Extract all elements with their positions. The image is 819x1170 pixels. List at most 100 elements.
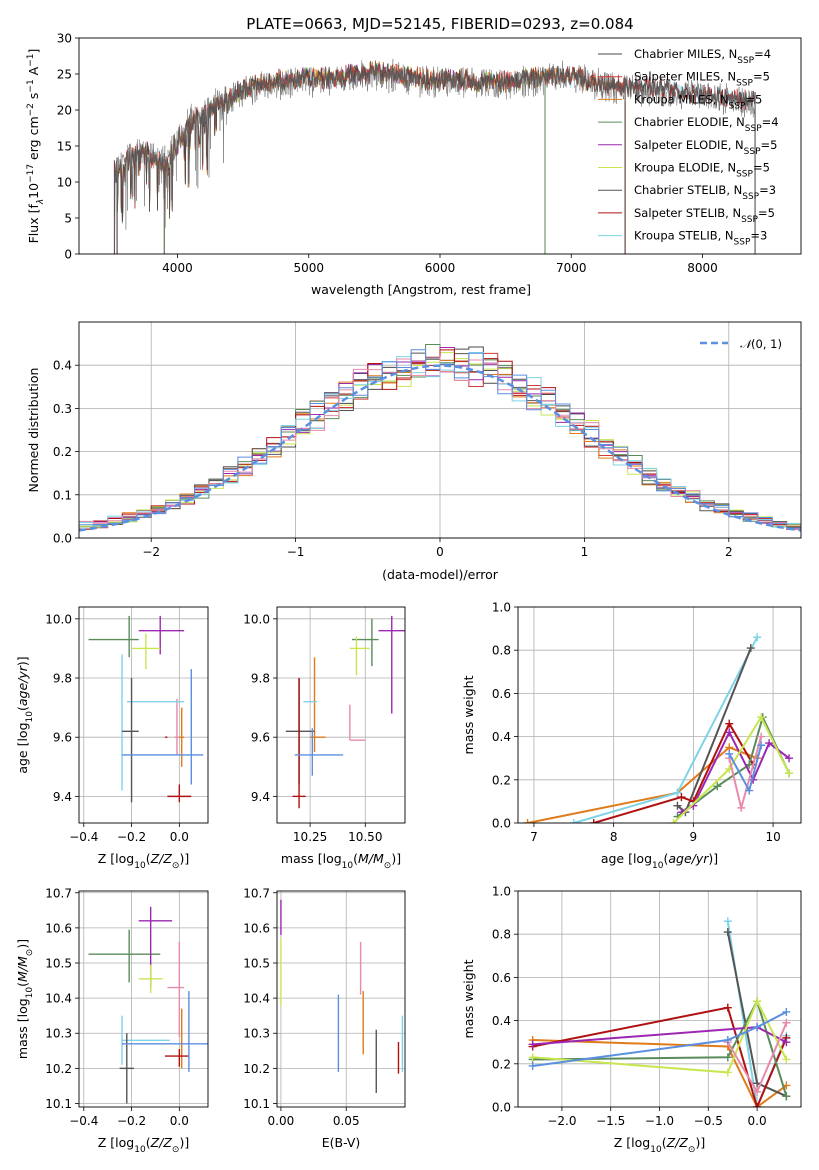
legend-label-part: =3 [759,183,776,197]
y-tick-label: 20 [57,104,72,118]
weight-marker [765,739,774,748]
y-axis-label-part: 10 [25,711,35,723]
weight-marker [589,819,598,823]
y-axis-label-part: −17 [26,164,36,183]
x-axis-label: Z [log10(Z/Z⊙)] [98,851,189,871]
y-tick-label: 10.2 [45,1062,72,1076]
x-tick-label: −0.5 [694,1114,723,1128]
legend-label: Chabrier MILES, NSSP=4 [634,47,771,66]
x-tick-label: 4000 [162,261,193,275]
y-axis-label-part: )] [15,939,30,949]
x-tick-label: 8 [610,830,618,844]
legend-label-part: SSP [737,56,754,66]
weight-series-line [532,998,788,1097]
legend-label-part: Salpeter STELIB, N [634,206,741,220]
x-tick-label: 7000 [556,261,587,275]
x-axis-label-part: Z/Z [150,851,173,866]
y-axis-label-part: −2 [26,103,36,116]
y-tick-label: 15 [57,140,72,154]
x-axis-label-part: )] [179,851,189,866]
y-tick-label: 0.2 [53,445,72,459]
y-axis-label-part: −1 [26,54,36,67]
legend-label: Chabrier ELODIE, NSSP=4 [634,115,779,134]
y-axis-label-part: Flux [f [26,204,41,244]
weight-marker [753,997,762,1006]
y-axis-label: mass weight [461,675,476,754]
x-axis-label-part: ⊙ [172,861,180,871]
x-axis-label: (data-model)/error [382,567,499,582]
y-tick-label: 0.2 [492,1057,511,1071]
x-axis-label: Z [log10(Z/Z⊙)] [614,1135,705,1155]
legend-label-part: SSP [734,238,751,248]
legend-label-part: =5 [753,70,770,84]
x-tick-label: −0.4 [69,1114,98,1128]
y-tick-label: 10 [57,176,72,190]
x-axis-label-part: )] [179,1135,189,1150]
weight-marker [757,713,766,722]
y-tick-label: 1.0 [492,885,511,899]
y-tick-label: 9.4 [53,790,72,804]
spectrum-panel: 4000 5000 6000 7000 8000 0 5 10 15 20 25 30 Chabrier… [26,32,802,297]
y-tick-label: 9.4 [251,790,270,804]
axes-frame [276,606,406,824]
weight-marker [782,1092,791,1101]
y-axis-label-part: M/M [15,956,30,982]
legend-label: Kroupa STELIB, NSSP=3 [634,229,767,248]
spectrum-lines [113,58,756,254]
axes-frame [517,890,802,1108]
y-tick-label: 0.6 [492,971,511,985]
weight-series-line [532,1006,788,1107]
weight-marker [745,786,754,795]
legend-label-part: =5 [761,138,778,152]
legend-label: Salpeter STELIB, NSSP=5 [634,206,775,225]
x-axis-label-part: 10 [134,861,146,871]
y-tick-label: 0.4 [492,1014,511,1028]
weight-series-line [593,721,755,823]
legend-label: Salpeter ELODIE, NSSP=5 [634,138,777,157]
legend-label-part: =4 [762,115,779,129]
x-tick-label: −2 [142,545,160,559]
x-tick-label: −0.4 [69,830,98,844]
x-tick-label: 10.25 [293,830,327,844]
x-axis-label-part: ( [663,851,668,866]
weight-vs-age-panel-lines [523,633,794,823]
weight-marker [713,782,722,791]
y-tick-label: 0.0 [492,1101,511,1115]
y-tick-label: 0.1 [53,488,72,502]
y-tick-label: 9.6 [251,731,270,745]
y-tick-label: 30 [57,32,72,46]
weight-series-line [532,1039,787,1107]
weight-marker [723,917,732,926]
y-axis-label-part: λ [36,199,46,205]
y-axis-label-part: ⊙ [25,949,35,957]
histogram-panel: −2 −1 0 1 2 0.0 0.1 0.2 0.3 0.4 𝒩(0, 1) (data-model… [26,321,802,582]
y-axis-label: age [log10(age/yr)] [15,656,35,773]
weight-marker [753,1087,762,1096]
y-tick-label: 10.0 [243,612,270,626]
axes-frame [517,606,802,824]
x-tick-label: 0.0 [748,1114,767,1128]
weight-marker [737,803,746,812]
weight-marker [753,1023,762,1032]
legend-label-part: =3 [750,229,767,243]
y-axis-label-part: )] [15,656,30,666]
x-axis-label-part: ⊙ [172,1145,180,1155]
weight-marker [723,1003,732,1012]
weight-marker [523,819,532,823]
normal-curve [79,364,801,532]
x-tick-label: 0.00 [268,1114,295,1128]
y-tick-label: 10.7 [243,886,270,900]
x-axis-label-part: mass [log [281,851,342,866]
x-tick-label: 6000 [425,261,456,275]
y-tick-label: 0.8 [492,928,511,942]
x-tick-label: 9 [690,830,698,844]
legend-label: Chabrier STELIB, NSSP=3 [634,183,776,202]
x-tick-label: 8000 [687,261,718,275]
x-tick-label: 0.0 [170,830,189,844]
y-tick-label: 0 [64,248,72,262]
x-axis-label-part: 10 [342,861,354,871]
spectrum-series-line [116,63,626,223]
axes-frame [276,890,406,1108]
y-axis-label: mass weight [461,959,476,1038]
